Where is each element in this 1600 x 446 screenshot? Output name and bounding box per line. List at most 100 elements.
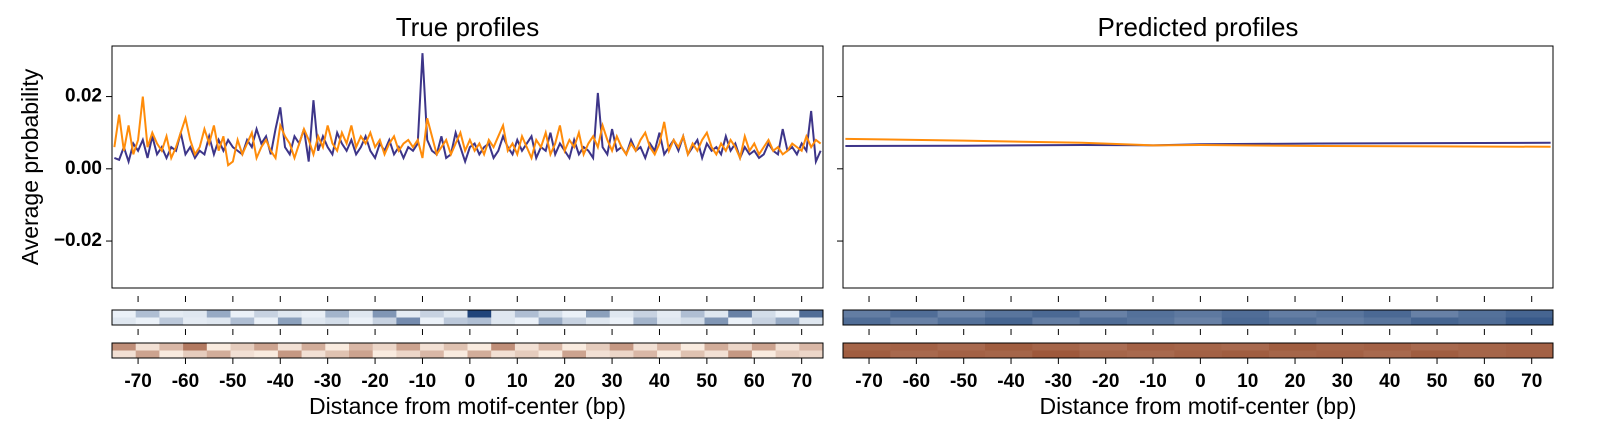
heatmap-cell — [491, 350, 516, 359]
heatmap-cell — [277, 310, 302, 318]
x-tick-label: 70 — [791, 371, 812, 392]
heatmap-cell — [843, 350, 891, 359]
heatmap-cell — [562, 343, 587, 351]
heatmap-cell — [420, 310, 445, 318]
heatmap-cell — [443, 343, 468, 351]
x-tick-label: 40 — [649, 371, 670, 392]
heatmap-cell — [277, 343, 302, 351]
heatmap-cell — [1079, 317, 1128, 326]
heatmap-cell — [206, 310, 231, 318]
heatmap-cell — [775, 343, 800, 351]
heatmap-cell — [443, 350, 468, 359]
heatmap-cell — [1458, 310, 1506, 318]
heatmap-cell — [799, 350, 824, 359]
heatmap-cell — [1221, 350, 1270, 359]
heatmap-cell — [1411, 317, 1459, 326]
heatmap-cell — [514, 317, 539, 326]
heatmap-cell — [491, 343, 516, 351]
heatmap-cell — [937, 310, 986, 318]
heatmap-cell — [657, 343, 682, 351]
heatmap-cell — [728, 350, 753, 359]
heatmap-cell — [230, 317, 255, 326]
heatmap-cell — [1363, 350, 1412, 359]
heatmap-cell — [1269, 310, 1317, 318]
heatmap-cell — [680, 310, 705, 318]
heatmap-cell — [633, 343, 658, 351]
heatmap-cell — [1269, 343, 1317, 351]
heatmap-cell — [420, 317, 445, 326]
x-tick-label: 60 — [744, 371, 765, 392]
heatmap-cell — [467, 343, 492, 351]
heatmap-cell — [491, 310, 516, 318]
heatmap-cell — [1363, 317, 1412, 326]
heatmap-cell — [1458, 317, 1506, 326]
heatmap-cell — [1316, 343, 1364, 351]
heatmap-cell — [1411, 350, 1459, 359]
heatmap-cell — [1269, 317, 1317, 326]
y-tick-label: 0.00 — [65, 158, 102, 179]
heatmap-cell — [633, 310, 658, 318]
heatmap-cell — [1221, 317, 1270, 326]
heatmap-cell — [1221, 343, 1270, 351]
x-tick-label: -40 — [267, 371, 294, 392]
heatmap-cell — [633, 317, 658, 326]
heatmap-cell — [1316, 310, 1364, 318]
x-tick-label: 70 — [1521, 371, 1542, 392]
heatmap-cell — [1505, 350, 1554, 359]
heatmap-cell — [372, 343, 397, 351]
profile-line — [845, 137, 1551, 148]
heatmap-cell — [135, 350, 160, 359]
heatmap-cell — [1316, 350, 1364, 359]
heatmap-cell — [1127, 350, 1175, 359]
heatmap-cell — [301, 317, 326, 326]
heatmap-cell — [562, 350, 587, 359]
x-tick-label: 50 — [1426, 371, 1447, 392]
y-tick-label: −0.02 — [54, 230, 102, 251]
heatmap-cell — [443, 310, 468, 318]
heatmap-cell — [491, 317, 516, 326]
y-axis-label: Average probability — [17, 68, 43, 265]
heatmap-frame — [842, 309, 1554, 326]
heatmap-cell — [890, 343, 938, 351]
heatmap-cell — [1174, 317, 1222, 326]
heatmap-cell — [680, 317, 705, 326]
heatmap-cell — [325, 317, 350, 326]
heatmap-cell — [751, 350, 776, 359]
heatmap-cell — [396, 350, 421, 359]
heatmap-cell — [538, 317, 563, 326]
plot-frame — [842, 45, 1554, 289]
heatmap-cell — [751, 310, 776, 318]
heatmap-cell — [609, 343, 634, 351]
heatmap-cell — [985, 350, 1033, 359]
heatmap-cell — [937, 350, 986, 359]
heatmap-cell — [1032, 317, 1080, 326]
panel-title: Predicted profiles — [1098, 12, 1299, 42]
heatmap-cell — [396, 343, 421, 351]
x-axis-label: Distance from motif-center (bp) — [1040, 393, 1357, 419]
heatmap-cell — [349, 343, 373, 351]
heatmap-cell — [396, 310, 421, 318]
heatmap-cell — [301, 310, 326, 318]
heatmap-cell — [112, 317, 136, 326]
x-tick-label: 20 — [554, 371, 575, 392]
heatmap-cell — [159, 350, 184, 359]
x-tick-label: -10 — [1139, 371, 1166, 392]
heatmap-cell — [728, 317, 753, 326]
heatmap-cell — [633, 350, 658, 359]
heatmap-cell — [254, 310, 279, 318]
x-tick-label: -60 — [903, 371, 930, 392]
heatmap-cell — [135, 317, 160, 326]
panel-title: True profiles — [396, 12, 540, 42]
heatmap-cell — [1079, 310, 1128, 318]
heatmap-cell — [277, 350, 302, 359]
heatmap-cell — [586, 343, 610, 351]
x-tick-label: -20 — [1092, 371, 1119, 392]
heatmap-cell — [538, 310, 563, 318]
heatmap-cell — [985, 317, 1033, 326]
heatmap-cell — [112, 350, 136, 359]
heatmap-cell — [230, 310, 255, 318]
heatmap-cell — [1174, 310, 1222, 318]
heatmap-cell — [183, 343, 208, 351]
x-tick-label: 10 — [507, 371, 528, 392]
